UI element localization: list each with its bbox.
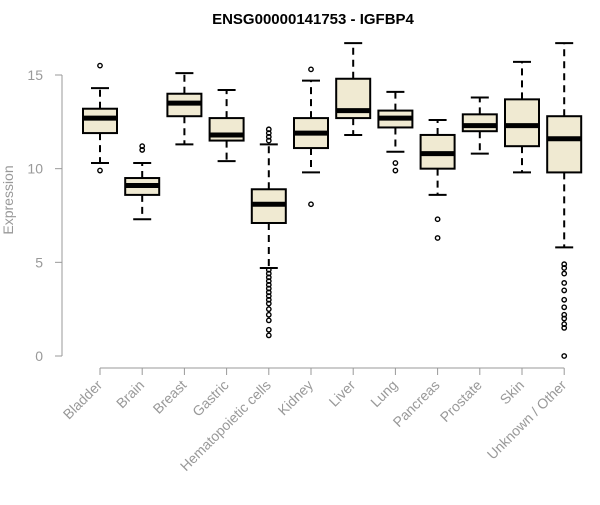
outlier-point (561, 287, 568, 294)
outlier-point (561, 321, 568, 328)
box-pancreas (419, 118, 456, 241)
y-tick-label: 5 (35, 254, 43, 270)
outlier-point (265, 306, 272, 313)
box-skin (504, 60, 540, 174)
box-prostate (461, 96, 498, 155)
box-lung (377, 90, 414, 174)
x-tick-label: Unknown / Other (484, 377, 570, 463)
iqr-box (82, 107, 118, 135)
y-tick-label: 0 (35, 348, 43, 364)
x-tick-label: Pancreas (390, 377, 443, 430)
outlier-point (561, 353, 568, 359)
outlier-point (392, 167, 399, 174)
box-liver (335, 42, 372, 136)
outlier-point (561, 304, 568, 311)
outlier-point (392, 160, 399, 166)
x-tick-label: Liver (326, 377, 359, 410)
x-tick-label: Kidney (275, 377, 317, 419)
outlier-point (561, 261, 568, 268)
outlier-point (561, 280, 568, 286)
outlier-point (265, 126, 272, 133)
x-tick-label: Bladder (60, 377, 106, 423)
iqr-box (546, 115, 583, 174)
outlier-point (434, 216, 441, 223)
chart-title: ENSG00000141753 - IGFBP4 (212, 11, 414, 28)
outlier-point (308, 66, 314, 73)
iqr-box (461, 113, 498, 133)
outlier-point (265, 317, 272, 324)
outlier-point (265, 332, 272, 339)
outlier-point (434, 235, 441, 241)
outlier-point (265, 326, 272, 333)
outlier-point (561, 296, 568, 303)
outlier-point (308, 201, 314, 208)
box-gastric (208, 88, 245, 163)
box-kidney (293, 66, 329, 208)
x-tick-label: Breast (150, 377, 190, 417)
box-bladder (82, 62, 118, 174)
outlier-point (139, 143, 146, 150)
box-breast (166, 72, 203, 146)
y-tick-label: 15 (27, 67, 43, 83)
outlier-point (561, 270, 568, 277)
outlier-point (97, 62, 103, 69)
outlier-point (561, 311, 568, 318)
x-tick-label: Skin (497, 377, 528, 408)
outlier-point (97, 167, 103, 174)
outlier-point (265, 311, 272, 318)
iqr-box (504, 98, 540, 148)
boxes (82, 42, 583, 359)
box-hematopoietic-cells (250, 126, 287, 339)
x-tick-label: Prostate (437, 377, 485, 425)
box-unknown-other (546, 42, 583, 359)
y-axis-label: Expression (0, 165, 16, 234)
box-brain (124, 143, 161, 221)
y-tick-label: 10 (27, 161, 43, 177)
x-tick-label: Brain (113, 377, 147, 411)
x-tick-label: Lung (367, 377, 400, 410)
outlier-point (265, 266, 272, 273)
